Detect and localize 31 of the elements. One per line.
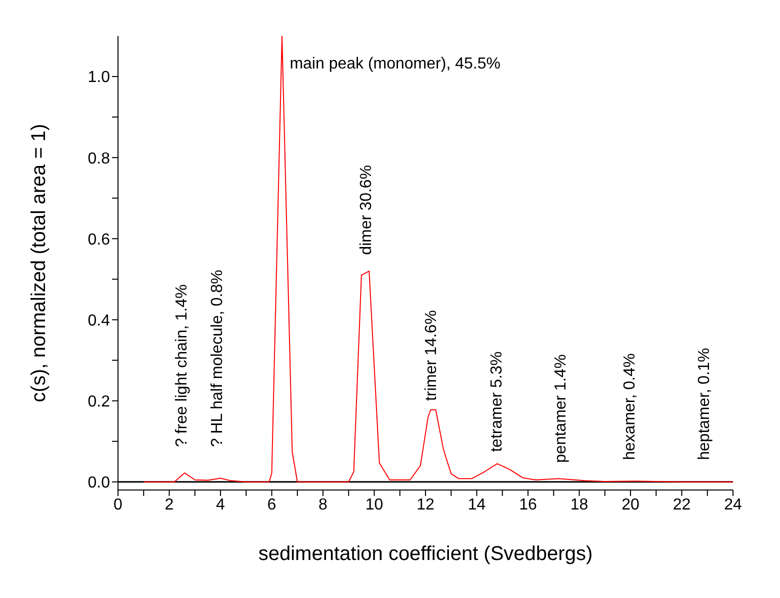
annotation: ? free light chain, 1.4% bbox=[173, 284, 190, 448]
y-tick-label: 0.8 bbox=[88, 150, 110, 168]
annotation: ? HL half molecule, 0.8% bbox=[209, 270, 226, 448]
y-tick-label: 0.0 bbox=[88, 474, 110, 492]
y-tick-label: 0.2 bbox=[88, 394, 110, 410]
x-tick-label: 20 bbox=[622, 496, 640, 514]
line-series bbox=[143, 36, 733, 482]
y-tick-label: 0.6 bbox=[88, 231, 110, 248]
x-tick-label: 18 bbox=[570, 496, 588, 514]
x-tick-label: 8 bbox=[318, 496, 328, 514]
x-tick-label: 12 bbox=[416, 496, 434, 514]
annotation: trimer 14.6% bbox=[423, 310, 440, 401]
x-tick-label: 24 bbox=[724, 496, 742, 514]
annotation: pentamer 1.4% bbox=[552, 354, 570, 463]
x-tick-label: 0 bbox=[114, 496, 123, 514]
x-tick-label: 6 bbox=[267, 496, 276, 514]
x-tick-label: 16 bbox=[519, 496, 537, 514]
x-tick-label: 22 bbox=[672, 496, 691, 514]
annotation: heptamer, 0.1% bbox=[696, 348, 714, 460]
annotation: dimer 30.6% bbox=[358, 165, 375, 255]
y-tick-label: 1.0 bbox=[88, 69, 110, 86]
x-tick-label: 10 bbox=[365, 496, 384, 514]
y-axis-title: c(s), normalized (total area = 1) bbox=[28, 124, 50, 402]
x-axis-title: sedimentation coefficient (Svedbergs) bbox=[258, 543, 593, 565]
y-tick-label: 0.4 bbox=[88, 312, 110, 330]
x-tick-label: 4 bbox=[216, 496, 226, 514]
x-tick-label: 14 bbox=[468, 496, 486, 514]
annotation: tetramer 5.3% bbox=[488, 351, 506, 452]
x-tick-label: 2 bbox=[164, 496, 174, 514]
annotation: main peak (monomer), 45.5% bbox=[290, 55, 500, 72]
annotation: hexamer, 0.4% bbox=[622, 353, 639, 460]
